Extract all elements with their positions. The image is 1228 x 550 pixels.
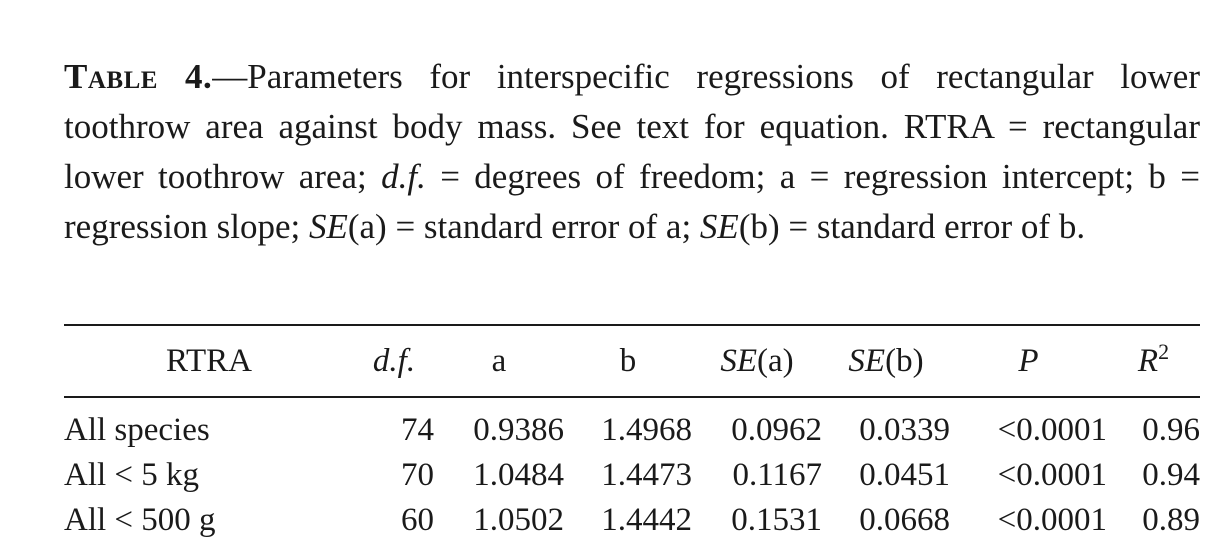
header-se-a-italic: SE bbox=[720, 342, 758, 379]
header-se-b: SE(b) bbox=[822, 324, 950, 398]
caption-text-1: —Parameters for interspecific regression… bbox=[64, 57, 1200, 196]
header-se-b-rest: (b) bbox=[885, 342, 924, 379]
row-a: 1.0502 bbox=[473, 502, 564, 538]
row-se-b: 0.0668 bbox=[859, 502, 950, 538]
header-se-a-rest: (a) bbox=[757, 342, 794, 379]
caption-text-2: = degrees of freedom; a = regression int… bbox=[64, 157, 1200, 246]
header-r2-sup: 2 bbox=[1158, 338, 1170, 364]
header-r2-base: R bbox=[1137, 342, 1159, 379]
table-top-rule bbox=[64, 324, 1200, 326]
header-p-text: P bbox=[1018, 342, 1039, 379]
caption-text-3: (a) = standard error of a; bbox=[347, 207, 692, 246]
row-p: <0.0001 bbox=[997, 412, 1107, 448]
header-row: RTRA d.f. a b SE(a) SE(b) P R2 bbox=[64, 324, 1200, 398]
row-r2: 0.94 bbox=[1142, 457, 1200, 493]
row-p: <0.0001 bbox=[997, 502, 1107, 538]
row-se-a: 0.1167 bbox=[732, 457, 822, 493]
table-header-rule bbox=[64, 396, 1200, 398]
caption-df-term: d.f. bbox=[381, 157, 426, 196]
table-row: All < 500 g 60 1.0502 1.4442 0.1531 0.06… bbox=[64, 498, 1200, 543]
header-a: a bbox=[491, 342, 507, 379]
row-name: All < 500 g bbox=[64, 502, 216, 538]
row-df: 60 bbox=[401, 502, 434, 538]
header-p: P bbox=[950, 324, 1107, 398]
row-r2: 0.96 bbox=[1142, 412, 1200, 448]
row-b: 1.4473 bbox=[601, 457, 692, 493]
header-se-b-italic: SE bbox=[848, 342, 886, 379]
row-a: 0.9386 bbox=[473, 412, 564, 448]
row-se-b: 0.0451 bbox=[859, 457, 950, 493]
table-row: All < 5 kg 70 1.0484 1.4473 0.1167 0.045… bbox=[64, 453, 1200, 498]
row-df: 70 bbox=[401, 457, 434, 493]
table-label: Table 4. bbox=[64, 57, 213, 96]
header-df: d.f. bbox=[354, 324, 434, 398]
row-b: 1.4968 bbox=[601, 412, 692, 448]
header-se-a: SE(a) bbox=[692, 324, 822, 398]
row-b: 1.4442 bbox=[601, 502, 692, 538]
row-se-b: 0.0339 bbox=[859, 412, 950, 448]
data-table: RTRA d.f. a b SE(a) SE(b) P R2 All speci… bbox=[64, 324, 1200, 543]
row-r2: 0.89 bbox=[1142, 502, 1200, 538]
caption-text-4: (b) = standard error of b. bbox=[738, 207, 1086, 246]
row-name: All species bbox=[64, 412, 210, 448]
table-row: All species 74 0.9386 1.4968 0.0962 0.03… bbox=[64, 398, 1200, 453]
header-df-text: d.f. bbox=[372, 342, 416, 379]
table-caption: Table 4.—Parameters for interspecific re… bbox=[64, 52, 1200, 252]
row-name: All < 5 kg bbox=[64, 457, 200, 493]
caption-seb-term: SE bbox=[699, 207, 739, 246]
header-r2: R2 bbox=[1107, 324, 1200, 398]
header-b: b bbox=[619, 342, 637, 379]
row-se-a: 0.0962 bbox=[731, 412, 822, 448]
caption-sea-term: SE bbox=[308, 207, 348, 246]
header-rtra: RTRA bbox=[165, 342, 253, 379]
row-a: 1.0484 bbox=[473, 457, 564, 493]
row-df: 74 bbox=[401, 412, 434, 448]
row-p: <0.0001 bbox=[997, 457, 1107, 493]
row-se-a: 0.1531 bbox=[731, 502, 822, 538]
